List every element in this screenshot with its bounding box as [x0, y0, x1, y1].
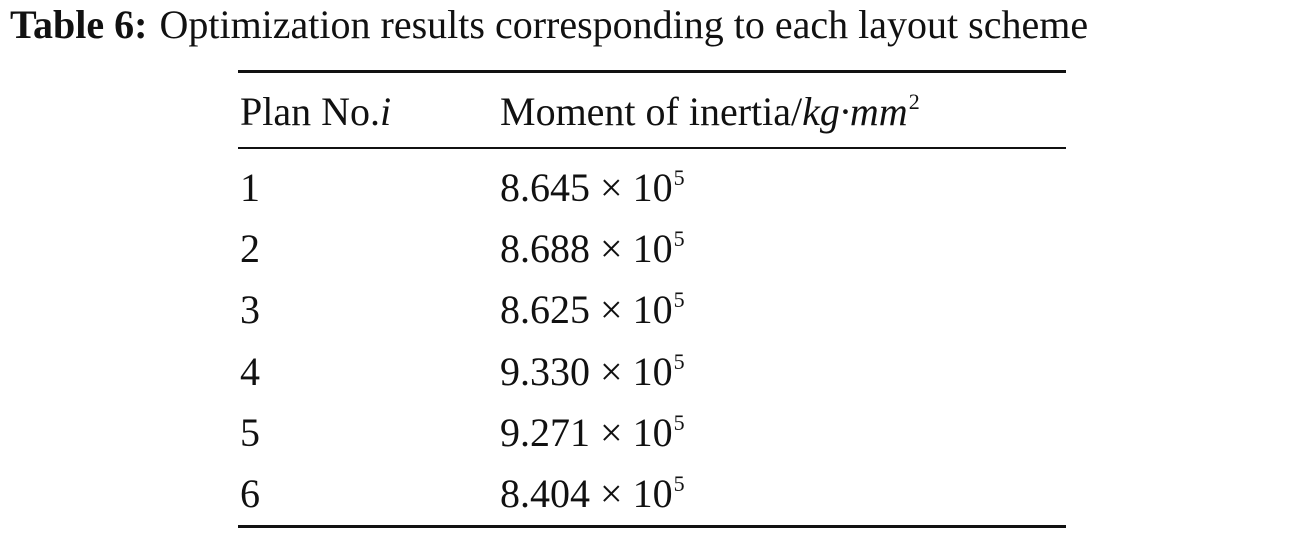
value-base: 10 — [632, 471, 673, 516]
cell-moment-value: 8.404 × 105 — [500, 470, 685, 524]
value-times-sign: × — [600, 165, 623, 210]
table-caption-label: Table 6: — [10, 2, 148, 47]
value-base: 10 — [632, 410, 673, 455]
cell-moment-value: 8.688 × 105 — [500, 225, 685, 279]
header-moment-prefix: Moment of inertia/ — [500, 89, 803, 134]
value-mantissa: 9.330 — [500, 349, 590, 394]
cell-plan-number: 2 — [240, 226, 260, 271]
value-exponent: 5 — [673, 410, 685, 435]
table-top-rule — [238, 70, 1066, 73]
value-mantissa: 8.645 — [500, 165, 590, 210]
table-header-rule — [238, 147, 1066, 149]
header-plan-prefix: Plan No. — [240, 89, 380, 134]
header-plan-var: i — [380, 89, 392, 134]
cell-plan-number: 6 — [240, 471, 260, 516]
cell-moment-value: 9.330 × 105 — [500, 348, 685, 402]
value-exponent: 5 — [673, 349, 685, 374]
header-plan-no: Plan No.i — [240, 88, 391, 136]
value-base: 10 — [632, 165, 673, 210]
header-moment-unit: kg·mm — [802, 89, 908, 134]
value-times-sign: × — [600, 226, 623, 271]
value-times-sign: × — [600, 349, 623, 394]
table-caption-text: Optimization results corresponding to ea… — [159, 2, 1089, 47]
value-mantissa: 8.404 — [500, 471, 590, 516]
cell-plan-number: 3 — [240, 287, 260, 332]
header-moment-unit-exp: 2 — [908, 89, 920, 114]
value-mantissa: 8.625 — [500, 287, 590, 332]
value-mantissa: 8.688 — [500, 226, 590, 271]
table-caption: Table 6: Optimization results correspondi… — [10, 0, 1300, 50]
cell-moment-value: 8.645 × 105 — [500, 164, 685, 218]
value-base: 10 — [632, 287, 673, 332]
value-base: 10 — [632, 349, 673, 394]
cell-moment-value: 8.625 × 105 — [500, 286, 685, 340]
value-exponent: 5 — [673, 226, 685, 251]
value-exponent: 5 — [673, 165, 685, 190]
value-base: 10 — [632, 226, 673, 271]
value-times-sign: × — [600, 471, 623, 516]
table-bottom-rule — [238, 525, 1066, 528]
value-mantissa: 9.271 — [500, 410, 590, 455]
value-exponent: 5 — [673, 471, 685, 496]
cell-plan-number: 4 — [240, 349, 260, 394]
value-times-sign: × — [600, 410, 623, 455]
cell-plan-number: 5 — [240, 410, 260, 455]
value-times-sign: × — [600, 287, 623, 332]
cell-moment-value: 9.271 × 105 — [500, 409, 685, 463]
value-exponent: 5 — [673, 287, 685, 312]
cell-plan-number: 1 — [240, 165, 260, 210]
header-moment-of-inertia: Moment of inertia/kg·mm2 — [500, 88, 920, 142]
